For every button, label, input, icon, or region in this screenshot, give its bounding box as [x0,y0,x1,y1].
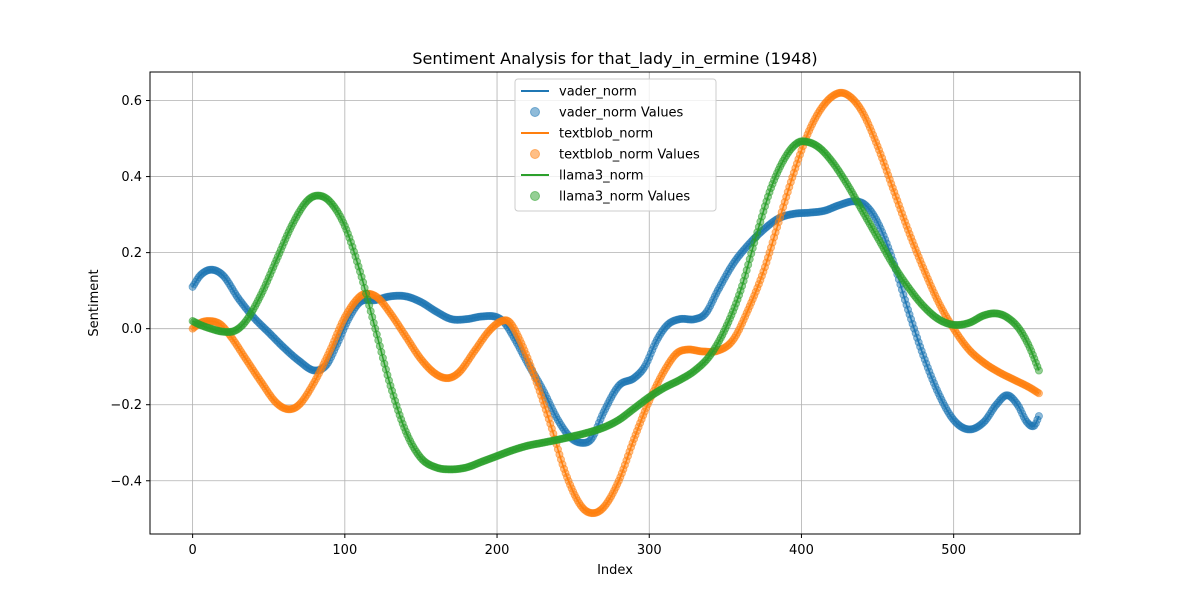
data-point [1034,389,1043,398]
x-axis-label: Index [597,563,633,578]
legend-entry: llama3_norm [521,169,644,184]
legend-label: textblob_norm [559,127,653,142]
x-tick-label: 500 [941,543,966,558]
x-axis-ticks: 0 100 200 300 400 500 [188,534,966,558]
x-tick-label: 100 [332,543,357,558]
data-point [1034,366,1043,375]
series-markers-textblob_norm [188,88,1043,518]
legend-marker-swatch [530,107,540,117]
legend-label: vader_norm Values [559,106,684,121]
y-tick-label: −0.4 [110,474,142,489]
plot-frame [149,71,1081,535]
legend-entry: textblob_norm Values [530,148,700,163]
y-tick-label: 0.0 [121,322,142,337]
legend-label: llama3_norm Values [559,190,690,205]
legend-label: textblob_norm Values [559,148,700,163]
legend-label: vader_norm [559,85,637,100]
series-markers-llama3_norm [188,137,1043,474]
legend-entry: llama3_norm Values [530,190,690,205]
y-tick-label: −0.2 [110,398,142,413]
chart-title: Sentiment Analysis for that_lady_in_ermi… [412,49,817,69]
legend-entry: vader_norm [521,85,637,100]
x-tick-label: 400 [789,543,814,558]
y-axis-ticks: −0.4 −0.2 0.0 0.2 0.4 0.6 [110,94,150,489]
data-point [1034,412,1043,421]
legend: vader_norm vader_norm Values textblob_norm… [514,78,717,212]
series-llama3_norm [188,137,1043,474]
y-tick-label: 0.6 [121,94,142,109]
x-tick-label: 300 [637,543,662,558]
y-axis-label: Sentiment [87,269,102,336]
series-layer [188,88,1043,518]
x-tick-label: 0 [188,543,196,558]
y-tick-label: 0.4 [121,170,142,185]
legend-entry: vader_norm Values [530,106,684,121]
x-tick-label: 200 [485,543,510,558]
legend-entry: textblob_norm [521,127,653,142]
legend-marker-swatch [530,191,540,201]
legend-marker-swatch [530,149,540,159]
legend-label: llama3_norm [559,169,644,184]
legend-box [514,78,717,212]
y-tick-label: 0.2 [121,246,142,261]
series-textblob_norm [188,88,1043,518]
